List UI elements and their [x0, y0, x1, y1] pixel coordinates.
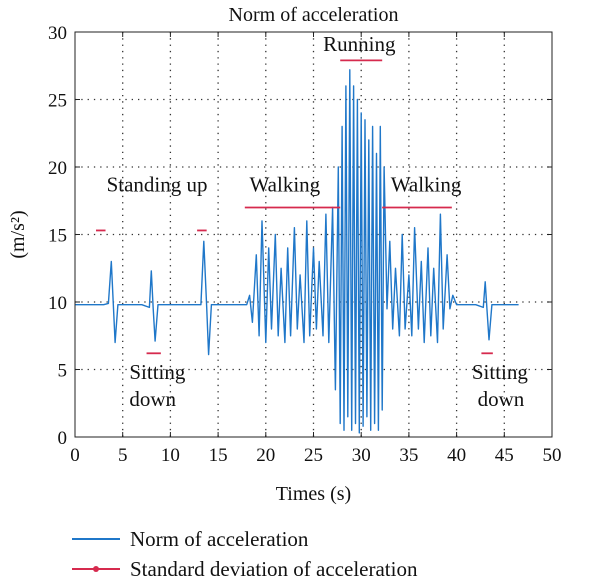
legend-label-norm: Norm of acceleration	[130, 526, 309, 551]
y-tick-label: 15	[48, 226, 67, 247]
x-tick-label: 5	[118, 445, 128, 466]
legend-swatch-std	[72, 566, 120, 572]
axis-ticks: 0 5 10 15 20 25 30 35 40 45 50 0 5 10 15 20 25 30	[48, 23, 562, 466]
y-tick-label: 30	[48, 23, 67, 44]
annotation-label: Sitting	[472, 360, 529, 384]
annotation-label: Standing up	[107, 172, 208, 196]
annotation-label: Running	[323, 32, 396, 56]
line-chart: 0 5 10 15 20 25 30 35 40 45 50 0 5 10 15 20 25 30 Norm of…	[7, 4, 562, 505]
x-tick-label: 25	[304, 445, 323, 466]
legend: Norm of acceleration Standard deviation …	[72, 524, 572, 584]
x-tick-label: 15	[209, 445, 228, 466]
y-tick-label: 20	[48, 158, 67, 179]
x-tick-label: 35	[399, 445, 418, 466]
x-axis-label: Times (s)	[276, 483, 351, 505]
plot-frame	[74, 31, 553, 438]
annotations: Standing up Sitting down Walking Running Walk…	[107, 32, 529, 411]
y-tick-label: 0	[58, 428, 68, 449]
annotation-label: down	[478, 387, 525, 411]
x-tick-label: 45	[495, 445, 514, 466]
annotation-label: Sitting	[129, 360, 186, 384]
x-tick-label: 30	[352, 445, 371, 466]
y-axis-label: (m/s²)	[7, 210, 29, 258]
annotation-label: down	[129, 387, 176, 411]
legend-swatch-norm	[72, 538, 120, 540]
y-tick-label: 25	[48, 91, 67, 112]
series-line-norm	[75, 69, 519, 434]
y-tick-label: 10	[48, 293, 67, 314]
legend-marker-std	[93, 566, 99, 572]
plot-area	[75, 59, 519, 434]
x-tick-label: 10	[161, 445, 180, 466]
chart-title: Norm of acceleration	[229, 4, 399, 26]
annotation-label: Walking	[250, 172, 321, 196]
x-tick-label: 20	[256, 445, 275, 466]
legend-item-norm: Norm of acceleration	[72, 524, 572, 554]
legend-label-std: Standard deviation of acceleration	[130, 556, 418, 581]
grid-lines	[75, 32, 552, 437]
x-tick-label: 40	[447, 445, 466, 466]
annotation-label: Walking	[391, 172, 462, 196]
legend-item-std: Standard deviation of acceleration	[72, 554, 572, 584]
x-tick-label: 0	[70, 445, 80, 466]
x-tick-label: 50	[543, 445, 562, 466]
y-tick-label: 5	[58, 361, 68, 382]
